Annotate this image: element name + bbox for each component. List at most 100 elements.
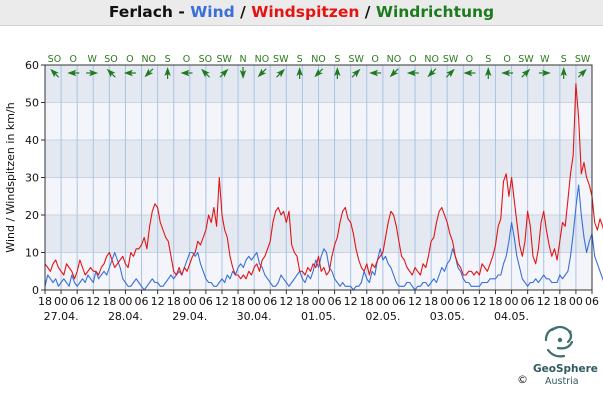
- logo-name: GeoSphere: [533, 363, 598, 375]
- direction-arrow-icon: [351, 68, 361, 78]
- direction-arrow-icon: [123, 69, 136, 77]
- geosphere-logo-mark: [544, 325, 574, 358]
- direction-label: S: [297, 54, 303, 65]
- series-line-wind: [44, 184, 603, 291]
- direction-label: SO: [199, 54, 213, 65]
- x-tick-label: 18: [102, 295, 116, 308]
- x-tick-label: 00: [440, 295, 454, 308]
- direction-arrow-icon: [577, 68, 587, 78]
- direction-label: O: [466, 54, 473, 65]
- direction-label: NO: [311, 54, 326, 65]
- x-tick-label: 18: [295, 295, 309, 308]
- x-tick-label: 00: [54, 295, 68, 308]
- x-tick-label: 06: [135, 295, 149, 308]
- direction-arrow-icon: [106, 68, 116, 78]
- date-label: 30.04.: [237, 310, 272, 323]
- direction-label: O: [409, 54, 416, 65]
- date-labels: 27.04. 28.04. 29.04. 30.04. 01.05. 02.05. 03.0…: [44, 310, 529, 323]
- direction-arrows: [50, 67, 587, 79]
- x-tick-label: 12: [472, 295, 486, 308]
- direction-arrow-icon: [257, 68, 267, 78]
- y-tick-label: 0: [32, 284, 39, 297]
- direction-arrow-icon: [201, 68, 210, 78]
- direction-label: O: [183, 54, 190, 65]
- direction-arrow-icon: [86, 69, 99, 77]
- x-tick-label: 06: [328, 295, 342, 308]
- x-tick-label: 06: [392, 295, 406, 308]
- x-tick-label: 06: [456, 295, 470, 308]
- date-label: 04.05.: [494, 310, 529, 323]
- direction-label: SW: [575, 54, 591, 65]
- x-axis-ticks: 18 00 06 12 18 00 06 12 18 00 06 12 18 00 06 12 18 00 06 12…: [38, 290, 599, 308]
- date-label: 01.05.: [301, 310, 336, 323]
- x-tick-label: 18: [38, 295, 52, 308]
- direction-arrow-icon: [314, 68, 324, 78]
- y-tick-label: 10: [25, 247, 39, 260]
- direction-arrow-icon: [406, 69, 419, 77]
- direction-arrow-icon: [538, 69, 551, 77]
- y-axis-label: Wind / Windspitzen in km/h: [4, 102, 17, 252]
- x-tick-label: 06: [585, 295, 599, 308]
- x-tick-label: 18: [488, 295, 502, 308]
- x-tick-label: 18: [360, 295, 374, 308]
- direction-label: S: [561, 54, 567, 65]
- series-line-gusts: [44, 83, 603, 280]
- x-tick-label: 06: [70, 295, 84, 308]
- series-layer: [44, 83, 603, 291]
- direction-label: O: [503, 54, 510, 65]
- x-tick-label: 12: [279, 295, 293, 308]
- x-tick-label: 00: [118, 295, 132, 308]
- direction-arrow-icon: [521, 68, 531, 78]
- x-tick-label: 06: [199, 295, 213, 308]
- direction-arrow-icon: [296, 67, 303, 79]
- x-tick-label: 00: [247, 295, 261, 308]
- direction-label: SO: [104, 54, 118, 65]
- direction-label: S: [334, 54, 340, 65]
- direction-label: NO: [255, 54, 270, 65]
- x-tick-label: 12: [151, 295, 165, 308]
- direction-label: SO: [48, 54, 62, 65]
- direction-label: O: [70, 54, 77, 65]
- direction-label: N: [239, 54, 246, 65]
- direction-label: W: [540, 54, 550, 65]
- x-tick-label: 18: [424, 295, 438, 308]
- direction-label: NO: [387, 54, 402, 65]
- x-tick-label: 12: [215, 295, 229, 308]
- date-label: 03.05.: [430, 310, 465, 323]
- direction-arrow-icon: [463, 69, 476, 77]
- direction-label: O: [371, 54, 378, 65]
- direction-arrow-icon: [67, 69, 80, 77]
- y-tick-label: 40: [25, 134, 39, 147]
- title-sep-1: -: [172, 3, 191, 21]
- x-tick-label: 00: [312, 295, 326, 308]
- direction-arrow-icon: [50, 68, 60, 78]
- x-tick-label: 06: [521, 295, 535, 308]
- y-tick-label: 50: [25, 97, 39, 110]
- x-tick-label: 18: [167, 295, 181, 308]
- x-tick-label: 12: [408, 295, 422, 308]
- direction-label: NO: [141, 54, 156, 65]
- x-tick-label: 06: [263, 295, 277, 308]
- x-tick-label: 12: [537, 295, 551, 308]
- direction-arrow-icon: [485, 67, 492, 79]
- copyright-symbol: ©: [517, 373, 528, 386]
- x-tick-label: 18: [553, 295, 567, 308]
- geosphere-logo: GeoSphere Austria ©: [517, 325, 598, 387]
- direction-label: NO: [424, 54, 439, 65]
- title-wind: Wind: [190, 3, 235, 21]
- direction-arrow-icon: [219, 68, 229, 78]
- direction-arrow-icon: [389, 68, 399, 78]
- direction-arrow-icon: [445, 68, 455, 78]
- logo-sub: Austria: [545, 376, 579, 387]
- direction-label: O: [126, 54, 133, 65]
- direction-arrow-icon: [180, 69, 193, 77]
- direction-arrow-icon: [164, 67, 171, 79]
- x-tick-label: 00: [183, 295, 197, 308]
- chart-title: Ferlach - Wind / Windspitzen / Windricht…: [0, 0, 603, 26]
- title-sep-2: /: [234, 3, 252, 21]
- direction-label: W: [87, 54, 97, 65]
- direction-arrow-icon: [369, 69, 382, 77]
- direction-label: SW: [349, 54, 365, 65]
- direction-arrow-icon: [239, 67, 247, 79]
- direction-arrow-icon: [427, 68, 437, 78]
